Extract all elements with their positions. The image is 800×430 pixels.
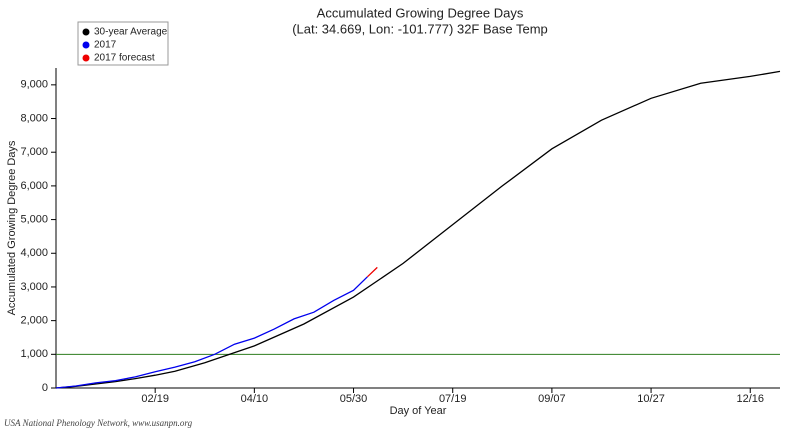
y-tick-label: 7,000 [20, 146, 48, 158]
y-tick-label: 6,000 [20, 180, 48, 192]
x-tick-label: 02/19 [141, 393, 169, 405]
y-tick-label: 8,000 [20, 112, 48, 124]
x-tick-label: 09/07 [538, 393, 566, 405]
x-axis-label: Day of Year [390, 405, 447, 417]
x-tick-label: 05/30 [340, 393, 368, 405]
x-tick-label: 10/27 [637, 393, 665, 405]
x-tick-label: 07/19 [439, 393, 467, 405]
footer: USA National Phenology Network, www.usan… [4, 418, 193, 428]
series-line [366, 266, 378, 278]
legend-label: 30-year Average [94, 27, 168, 38]
chart-subtitle: (Lat: 34.669, Lon: -101.777) 32F Base Te… [292, 21, 548, 36]
legend-marker [82, 54, 90, 62]
y-tick-label: 3,000 [20, 281, 48, 293]
y-tick-label: 1,000 [20, 348, 48, 360]
series-line [55, 70, 781, 389]
y-tick-label: 5,000 [20, 213, 48, 225]
legend-marker [82, 28, 90, 36]
y-tick-label: 0 [42, 382, 48, 394]
y-tick-label: 2,000 [20, 315, 48, 327]
chart-title: Accumulated Growing Degree Days [317, 5, 524, 20]
x-tick-label: 04/10 [241, 393, 269, 405]
y-tick-label: 4,000 [20, 247, 48, 259]
legend-marker [82, 41, 90, 49]
y-tick-label: 9,000 [20, 79, 48, 91]
legend-box [77, 21, 169, 66]
legend-label: 2017 [94, 40, 117, 51]
x-tick-label: 12/16 [736, 393, 764, 405]
series-line [55, 276, 368, 389]
y-axis-label: Accumulated Growing Degree Days [6, 140, 18, 315]
legend-label: 2017 forecast [94, 53, 155, 64]
